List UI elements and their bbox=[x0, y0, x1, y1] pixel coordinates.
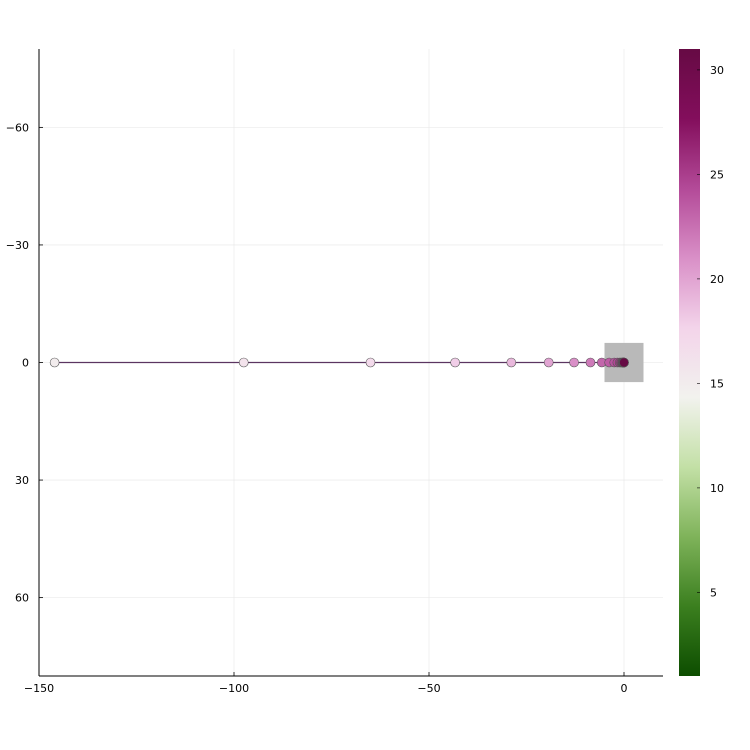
data-point bbox=[543, 357, 554, 368]
data-point bbox=[569, 357, 579, 368]
data-point bbox=[365, 357, 376, 368]
data-point bbox=[585, 357, 596, 368]
axes: −150 −100 −50 0 −60 −30 0 30 60 bbox=[6, 49, 663, 695]
colorbar-gradient bbox=[679, 49, 700, 676]
y-tick-label-1: −30 bbox=[6, 239, 29, 252]
colorbar: 5 10 15 20 25 30 bbox=[679, 49, 724, 676]
colorbar-tick-label-3: 20 bbox=[710, 273, 724, 286]
data-point bbox=[450, 357, 460, 368]
y-tick-label-2: 0 bbox=[22, 357, 29, 370]
colorbar-tick-label-4: 25 bbox=[710, 168, 724, 181]
colorbar-tick-label-1: 10 bbox=[710, 482, 724, 495]
x-tick-label-0: −150 bbox=[24, 682, 54, 695]
x-tick-label-2: −50 bbox=[417, 682, 440, 695]
colorbar-tick-label-2: 15 bbox=[710, 377, 724, 390]
data-point bbox=[49, 357, 60, 368]
y-tick-label-4: 60 bbox=[15, 592, 29, 605]
data-point bbox=[506, 357, 517, 368]
data-point bbox=[619, 357, 629, 368]
colorbar-tick-label-0: 5 bbox=[710, 586, 717, 599]
x-tick-label-3: 0 bbox=[621, 682, 628, 695]
y-tick-label-3: 30 bbox=[15, 474, 29, 487]
y-tick-label-0: −60 bbox=[6, 121, 29, 134]
x-tick-label-1: −100 bbox=[219, 682, 249, 695]
colorbar-tick-label-5: 30 bbox=[710, 64, 724, 77]
series bbox=[49, 357, 629, 368]
data-point bbox=[238, 357, 249, 368]
